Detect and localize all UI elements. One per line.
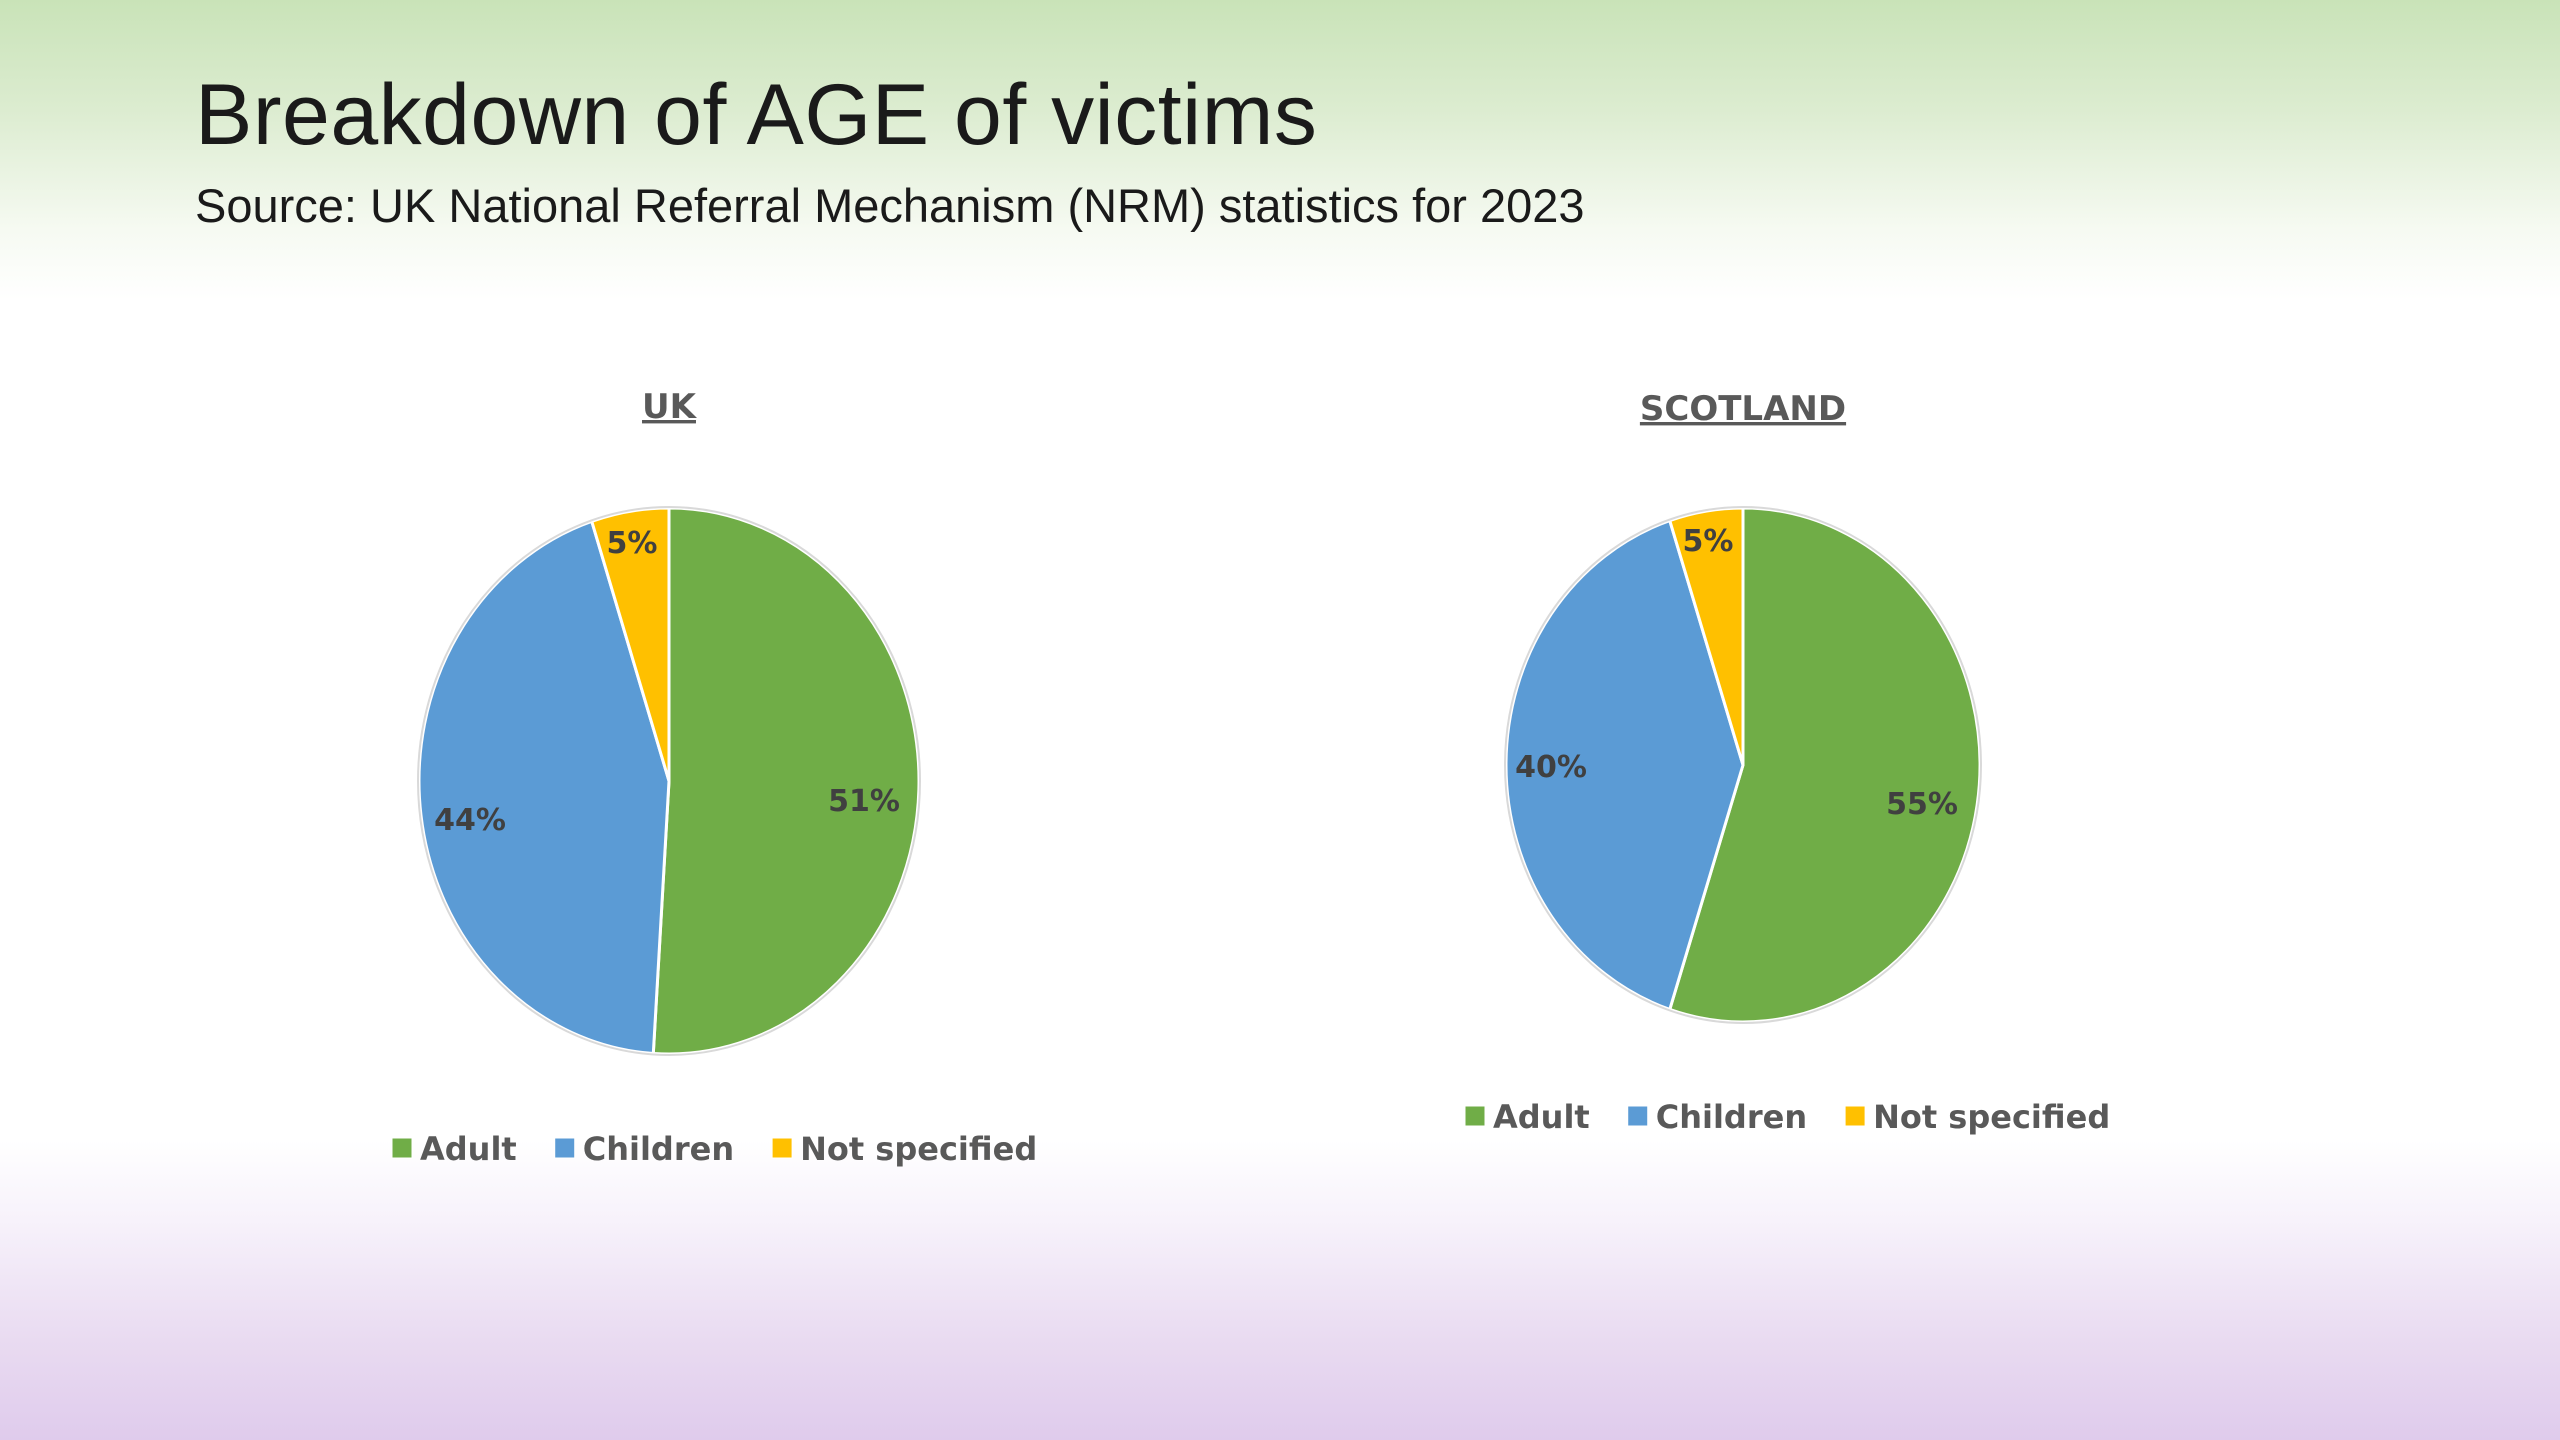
data-label: 40%: [1515, 750, 1587, 785]
data-label: 51%: [828, 784, 900, 819]
legend-swatch: [391, 1137, 413, 1159]
chart-title: SCOTLAND: [1640, 389, 1846, 429]
legend-swatch: [554, 1137, 576, 1159]
legend-label: Adult: [420, 1130, 517, 1168]
legend-label: Not specified: [1873, 1098, 2110, 1136]
legend-swatch: [1464, 1105, 1486, 1127]
slide-title: Breakdown of AGE of victims: [195, 67, 1318, 163]
pie-slice-children: [417, 519, 671, 1055]
data-label: 5%: [1683, 524, 1734, 559]
legend-label: Children: [1656, 1098, 1807, 1136]
pie-outline: [417, 506, 921, 1056]
legend: Adult Children Not specified: [1464, 1098, 2110, 1136]
pie-chart-uk: UK 51% 44% 5% Adult Children Not specified: [391, 387, 1037, 1168]
legend-swatch: [771, 1137, 793, 1159]
pie-slice-adult: [1668, 506, 1982, 1024]
pie-chart-scotland: SCOTLAND 55% 40% 5% Adult Children Not specifi…: [1464, 389, 2110, 1136]
legend: Adult Children Not specified: [391, 1130, 1037, 1168]
pie-slice-children: [1504, 519, 1745, 1011]
legend-swatch: [1627, 1105, 1649, 1127]
pie-outline: [1504, 506, 1982, 1024]
pie-slice-adult: [651, 506, 921, 1056]
data-label: 5%: [607, 526, 658, 561]
legend-label: Children: [583, 1130, 734, 1168]
chart-title: UK: [642, 387, 698, 427]
data-label: 55%: [1886, 787, 1958, 822]
legend-swatch: [1844, 1105, 1866, 1127]
legend-label: Not specified: [800, 1130, 1037, 1168]
data-label: 44%: [434, 803, 506, 838]
slide-subtitle: Source: UK National Referral Mechanism (…: [195, 179, 1585, 232]
legend-label: Adult: [1493, 1098, 1590, 1136]
